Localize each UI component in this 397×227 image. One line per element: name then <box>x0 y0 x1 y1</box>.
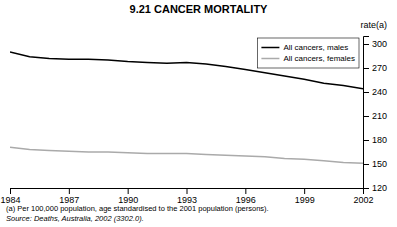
x-tick: 2002 <box>353 188 373 205</box>
legend-entry: All cancers, females <box>283 54 355 63</box>
y-tick-label: 120 <box>372 183 387 193</box>
footnote: Source: Deaths, Australia, 2002 (3302.0)… <box>6 214 144 223</box>
title: 9.21 CANCER MORTALITY <box>130 3 269 15</box>
y-tick-label: 270 <box>372 63 387 73</box>
y-tick-label: 150 <box>372 159 387 169</box>
x-tick-mark <box>10 188 11 194</box>
x-tick-mark <box>187 188 188 194</box>
x-tick-mark <box>304 188 305 194</box>
series-line <box>10 52 363 89</box>
x-tick-mark <box>69 188 70 194</box>
y-tick: 240 <box>363 87 387 97</box>
legend: All cancers, males All cancers, females <box>257 38 359 68</box>
y-axis-line <box>364 37 370 189</box>
y-tick-mark <box>363 140 369 141</box>
legend-swatch <box>261 47 279 49</box>
footnote: (a) Per 100,000 population, age standard… <box>6 204 269 213</box>
y-tick-mark <box>363 116 369 117</box>
x-tick: 1990 <box>118 188 138 205</box>
legend-frame <box>257 38 359 68</box>
legend-swatch <box>261 58 279 60</box>
y-tick-label: 300 <box>372 39 387 49</box>
x-axis: 1984 1987 1990 1993 1996 1999 2002 <box>0 188 373 205</box>
y-tick-mark <box>363 92 369 93</box>
y-tick: 150 <box>363 159 387 169</box>
y-tick: 300 <box>363 39 387 49</box>
x-tick-label: 2002 <box>353 195 373 205</box>
y-axis: 120 150 180 210 240 270 300 <box>363 37 387 194</box>
x-tick-label: 1999 <box>295 195 315 205</box>
y-tick-mark <box>363 68 369 69</box>
x-tick: 1984 <box>0 188 20 205</box>
y-tick: 270 <box>363 63 387 73</box>
plot-area: 1984 1987 1990 1993 1996 1999 2002 120 150 180 210… <box>0 20 387 205</box>
x-tick-mark <box>245 188 246 194</box>
y-tick: 210 <box>363 111 387 121</box>
series-line <box>10 147 363 163</box>
y-tick-mark <box>363 188 369 189</box>
y-axis-label: rate(a) <box>360 20 387 30</box>
y-tick-label: 210 <box>372 111 387 121</box>
x-tick: 1996 <box>236 188 256 205</box>
legend-entry: All cancers, males <box>283 43 348 52</box>
x-tick-mark <box>128 188 129 194</box>
y-tick-mark <box>363 164 369 165</box>
y-tick-label: 240 <box>372 87 387 97</box>
series-group <box>10 52 363 163</box>
chart: 9.21 CANCER MORTALITY 1984 1987 1990 1993 199… <box>0 0 397 227</box>
y-tick-label: 180 <box>372 135 387 145</box>
y-tick: 180 <box>363 135 387 145</box>
x-tick: 1987 <box>59 188 79 205</box>
x-axis-line <box>11 189 364 195</box>
x-tick: 1999 <box>295 188 315 205</box>
x-tick: 1993 <box>177 188 197 205</box>
y-tick-mark <box>363 44 369 45</box>
y-tick: 120 <box>363 183 387 193</box>
